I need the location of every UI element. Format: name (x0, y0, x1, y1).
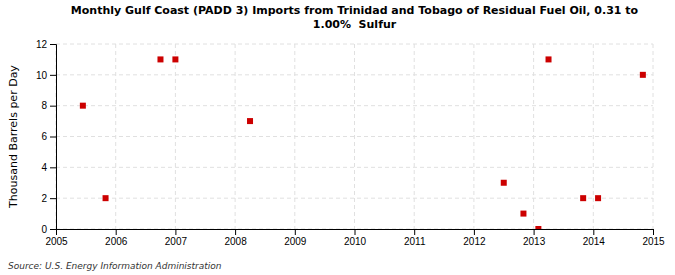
tick-label: 2012 (463, 236, 486, 247)
tick-label: 10 (36, 70, 48, 81)
tick-label: 2011 (404, 236, 426, 247)
point (501, 180, 507, 186)
tick: 10 (36, 70, 56, 81)
point (157, 56, 163, 62)
tick-mark (355, 229, 356, 235)
tick-label: 2014 (583, 236, 606, 247)
tick-label: 2006 (105, 236, 128, 247)
point (247, 118, 253, 124)
tick-mark (175, 229, 176, 235)
tick-label: 2009 (284, 236, 307, 247)
tick-mark (50, 75, 56, 76)
tick-label: 2015 (642, 236, 665, 247)
tick-label: 2013 (523, 236, 546, 247)
tick-label: 12 (36, 39, 48, 50)
tick-mark (414, 229, 415, 235)
tick-mark (474, 229, 475, 235)
point (520, 211, 526, 217)
tick-label: 2010 (344, 236, 367, 247)
grid-line (653, 44, 654, 229)
tick-mark (50, 106, 56, 107)
tick-label: 8 (41, 100, 47, 111)
tick-mark (116, 229, 117, 235)
tick-mark (50, 44, 56, 45)
y-axis-title: Thousand Barrels per Day (7, 65, 20, 209)
tick-label: 2005 (45, 236, 68, 247)
grid-line (294, 44, 295, 229)
point (103, 195, 109, 201)
tick-mark (50, 167, 56, 168)
title-line: 1.00% Sulfur (313, 18, 397, 31)
grid-line (56, 105, 653, 106)
x-axis: 2005 2006 2007 2008 2009 2010 2011 2012 2013 2014… (45, 229, 665, 247)
plot: 2005200620072008200920102011201220132014… (36, 39, 665, 247)
point (640, 72, 646, 78)
grid-line (473, 44, 474, 229)
tick: 2005 (45, 229, 68, 247)
tick-label: 6 (41, 131, 47, 142)
tick-mark (295, 229, 296, 235)
grid-line (593, 44, 594, 229)
grid-line (354, 44, 355, 229)
point (535, 226, 541, 229)
grid-line (235, 44, 236, 229)
point (172, 56, 178, 62)
tick: 8 (41, 100, 56, 111)
tick-label: 0 (41, 224, 47, 235)
points (80, 56, 646, 229)
tick-label: 2 (41, 193, 47, 204)
tick-label: 2007 (165, 236, 188, 247)
tick: 2006 (105, 229, 128, 247)
y-axis: 0 2 4 6 8 10 12 (36, 39, 57, 235)
tick-mark (653, 229, 654, 235)
tick: 2011 (404, 229, 426, 247)
tick: 2012 (463, 229, 486, 247)
tick: 2015 (642, 229, 665, 247)
tick-mark (235, 229, 236, 235)
tick-mark (593, 229, 594, 235)
tick-label: 4 (41, 162, 47, 173)
point (546, 56, 552, 62)
tick: 2009 (284, 229, 307, 247)
annotation: Source: U.S. Energy Information Administ… (8, 261, 222, 271)
tick-mark (50, 198, 56, 199)
title-line: Monthly Gulf Coast (PADD 3) Imports from… (71, 4, 639, 17)
tick: 2013 (523, 229, 546, 247)
title: Monthly Gulf Coast (PADD 3) Imports from… (71, 4, 639, 31)
point (595, 195, 601, 201)
tick: 2010 (344, 229, 367, 247)
tick: 2014 (583, 229, 606, 247)
tick-mark (50, 229, 56, 230)
tick-mark (50, 137, 56, 138)
tick: 0 (41, 224, 56, 235)
tick: 6 (41, 131, 56, 142)
tick-label: 2008 (224, 236, 247, 247)
tick: 2007 (165, 229, 188, 247)
grid-line (175, 44, 176, 229)
axis-line (57, 230, 654, 236)
tick: 4 (41, 162, 56, 173)
tick: 12 (36, 39, 56, 50)
grid-line (414, 44, 415, 229)
tick: 2008 (224, 229, 247, 247)
axis-line (50, 45, 57, 230)
point (80, 103, 86, 109)
grid-line (533, 44, 534, 229)
point (580, 195, 586, 201)
chart: 2005200620072008200920102011201220132014… (0, 0, 675, 275)
grid (56, 44, 653, 229)
tick: 2 (41, 193, 56, 204)
grid-line (115, 44, 116, 229)
tick-mark (534, 229, 535, 235)
